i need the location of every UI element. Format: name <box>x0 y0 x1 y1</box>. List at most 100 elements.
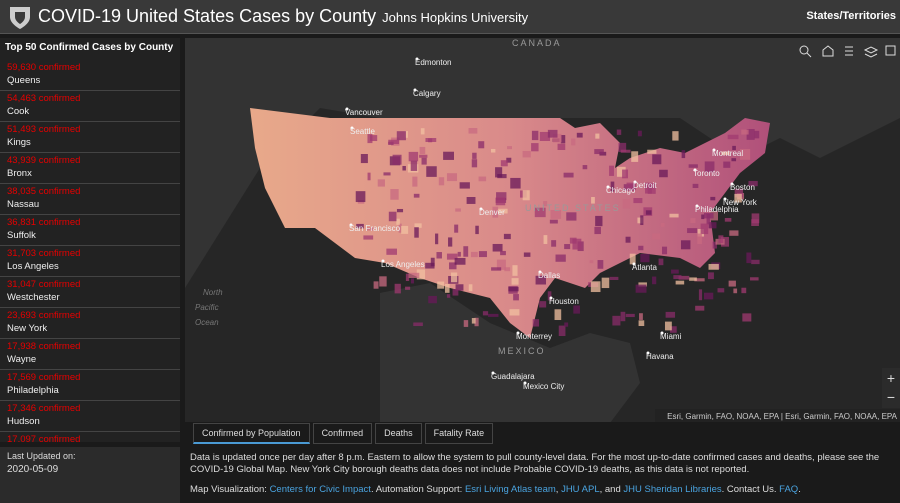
list-item[interactable]: 51,493 confirmed Kings <box>0 122 180 153</box>
list-item[interactable]: 38,035 confirmed Nassau <box>0 184 180 215</box>
map-label: Mexico City <box>523 382 564 391</box>
case-count: 31,703 confirmed <box>7 248 81 259</box>
city-dot <box>606 185 610 189</box>
case-count: 43,939 confirmed <box>7 155 81 166</box>
nav-link[interactable]: States/Territories <box>806 10 896 22</box>
map-label: New York <box>723 198 758 207</box>
map-label: Edmonton <box>415 58 451 67</box>
zoom-controls[interactable]: +− <box>882 368 900 408</box>
credit-text: . Contact Us. <box>721 484 780 495</box>
county-name: Kings <box>7 137 31 148</box>
svg-text:+: + <box>887 370 895 386</box>
list-item[interactable]: 17,346 confirmed Hudson <box>0 401 180 432</box>
map-label: Monterrey <box>516 332 552 341</box>
map-label: Boston <box>730 183 755 192</box>
credit-link[interactable]: Centers for Civic Impact <box>269 484 371 495</box>
header: COVID-19 United States Cases by County Jo… <box>0 0 900 34</box>
credit-link[interactable]: Esri Living Atlas team <box>464 484 556 495</box>
city-dot <box>633 180 637 184</box>
city-dot <box>345 107 349 111</box>
case-count: 36,831 confirmed <box>7 217 81 228</box>
city-dot <box>660 331 664 335</box>
map-label: Guadalajara <box>491 372 535 381</box>
case-count: 17,346 confirmed <box>7 403 81 414</box>
tab[interactable]: Confirmed by Population <box>193 423 310 444</box>
case-count: 17,097 confirmed <box>7 434 81 442</box>
map[interactable]: +− Esri, Garmin, FAO, NOAA, EPA | Esri, … <box>185 38 900 422</box>
credit-link[interactable]: JHU Sheridan Libraries <box>623 484 722 495</box>
county-name: Suffolk <box>7 230 36 241</box>
map-tools[interactable] <box>799 45 896 58</box>
list-item[interactable]: 54,463 confirmed Cook <box>0 91 180 122</box>
city-dot <box>413 88 417 92</box>
map-label: Havana <box>646 352 674 361</box>
list-item[interactable]: 17,938 confirmed Wayne <box>0 339 180 370</box>
city-dot <box>479 207 483 211</box>
city-dot <box>712 148 716 152</box>
map-label: Vancouver <box>345 108 383 117</box>
case-count: 17,938 confirmed <box>7 341 81 352</box>
list-item[interactable]: 31,703 confirmed Los Angeles <box>0 246 180 277</box>
map-label: Calgary <box>413 89 441 98</box>
case-count: 59,630 confirmed <box>7 62 81 73</box>
footer: Data is updated once per day after 8 p.m… <box>190 452 896 496</box>
list-item[interactable]: 36,831 confirmed Suffolk <box>0 215 180 246</box>
map-label: Pacific <box>195 303 219 312</box>
county-name: New York <box>7 323 48 334</box>
credit-text: Map Visualization: <box>190 484 270 495</box>
list-item[interactable]: 23,693 confirmed New York <box>0 308 180 339</box>
case-count: 38,035 confirmed <box>7 186 81 197</box>
case-count: 17,569 confirmed <box>7 372 81 383</box>
county-name: Hudson <box>7 416 40 427</box>
map-label: Dallas <box>538 271 560 280</box>
city-dot <box>693 168 697 172</box>
city-dot <box>415 57 419 61</box>
list-item[interactable]: 43,939 confirmed Bronx <box>0 153 180 184</box>
county-list: 59,630 confirmed Queens 54,463 confirmed Co… <box>0 60 180 442</box>
city-dot <box>723 197 727 201</box>
credit-text: . <box>798 484 801 495</box>
credit-link[interactable]: FAQ <box>779 484 799 495</box>
svg-text:−: − <box>887 389 895 405</box>
list-item[interactable]: 31,047 confirmed Westchester <box>0 277 180 308</box>
city-dot <box>350 126 354 130</box>
credit-link[interactable]: JHU APL <box>561 484 600 495</box>
last-updated: Last Updated on: 2020-05-09 <box>0 447 180 503</box>
list-item[interactable]: 17,569 confirmed Philadelphia <box>0 370 180 401</box>
tab[interactable]: Confirmed <box>312 423 373 444</box>
case-count: 31,047 confirmed <box>7 279 81 290</box>
sidebar: Top 50 Confirmed Cases by County 59,630 c… <box>0 38 180 442</box>
map-label: UNITED STATES <box>525 203 621 213</box>
map-label: Seattle <box>350 127 375 136</box>
footer-note: Data is updated once per day after 8 p.m… <box>190 452 880 475</box>
list-item[interactable]: 17,097 confirmedMiddlesex <box>0 432 180 442</box>
map-label: Los Angeles <box>381 260 425 269</box>
list-item[interactable]: 59,630 confirmed Queens <box>0 60 180 91</box>
case-count: 51,493 confirmed <box>7 124 81 135</box>
city-dot <box>549 296 553 300</box>
map-label: Atlanta <box>632 263 657 272</box>
map-label: Chicago <box>606 186 636 195</box>
map-label: Miami <box>660 332 682 341</box>
tab[interactable]: Fatality Rate <box>424 423 494 444</box>
city-dot <box>381 259 385 263</box>
city-dot <box>523 381 527 385</box>
map-label: Denver <box>479 208 505 217</box>
sidebar-title: Top 50 Confirmed Cases by County <box>5 42 174 53</box>
map-label: Toronto <box>693 169 720 178</box>
title: COVID-19 United States Cases by County <box>38 6 377 26</box>
city-dot <box>695 204 699 208</box>
title-wrap: COVID-19 United States Cases by County Jo… <box>38 6 528 27</box>
county-name: Cook <box>7 106 30 117</box>
map-label: North <box>203 288 223 297</box>
map-label: San Francisco <box>349 224 401 233</box>
credit-text: . Automation Support: <box>370 484 465 495</box>
city-dot <box>538 270 542 274</box>
attribution: Esri, Garmin, FAO, NOAA, EPA | Esri, Gar… <box>667 412 897 421</box>
credits: Map Visualization: Centers for Civic Imp… <box>190 484 896 496</box>
updated-date: 2020-05-09 <box>7 464 59 475</box>
county-name: Philadelphia <box>7 385 59 396</box>
tab[interactable]: Deaths <box>375 423 422 444</box>
county-name: Westchester <box>7 292 60 303</box>
